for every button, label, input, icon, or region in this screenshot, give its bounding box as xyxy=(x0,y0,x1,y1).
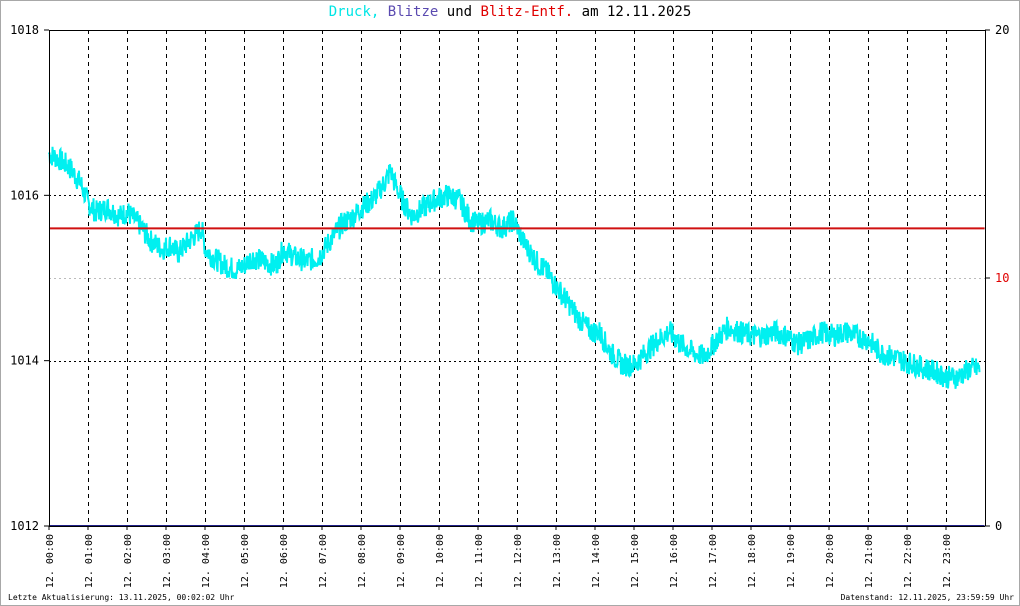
x-tick-label: 12. 19:00 xyxy=(786,534,797,588)
title-und: und xyxy=(446,4,473,20)
x-tick-label: 12. 18:00 xyxy=(747,534,758,588)
right-tick-label: 0 xyxy=(995,519,1002,533)
x-tick-label: 12. 13:00 xyxy=(552,534,563,588)
x-tick-label: 12. 08:00 xyxy=(357,534,368,588)
tick-labels: 1012 1014 1016 1018 0 10 20 12. 00:00 12. 01:00 1… xyxy=(10,23,1009,588)
right-tick-label: 20 xyxy=(995,23,1009,37)
axes xyxy=(44,29,990,530)
x-tick-label: 12. 00:00 xyxy=(45,534,56,588)
series-druck-line xyxy=(48,146,981,389)
grid-lines xyxy=(49,30,985,526)
left-tick-label: 1016 xyxy=(10,188,39,202)
last-update-footer: Letzte Aktualisierung: 13.11.2025, 00:02… xyxy=(8,593,235,602)
title-blitze: Blitze xyxy=(387,4,439,20)
x-tick-label: 12. 04:00 xyxy=(201,534,212,588)
title-blitz-entf: Blitz-Entf. xyxy=(480,4,574,20)
x-tick-label: 12. 01:00 xyxy=(84,534,95,588)
title-druck: Druck, xyxy=(328,4,380,20)
x-tick-label: 12. 23:00 xyxy=(942,534,953,588)
x-tick-label: 12. 10:00 xyxy=(435,534,446,588)
chart-title: Druck, Blitze und Blitz-Entf. am 12.11.2… xyxy=(0,4,1020,20)
x-tick-label: 12. 05:00 xyxy=(240,534,251,588)
x-tick-label: 12. 07:00 xyxy=(318,534,329,588)
x-tick-label: 12. 21:00 xyxy=(864,534,875,588)
x-tick-label: 12. 06:00 xyxy=(279,534,290,588)
x-tick-label: 12. 09:00 xyxy=(396,534,407,588)
left-tick-label: 1018 xyxy=(10,23,39,37)
x-tick-label: 12. 15:00 xyxy=(630,534,641,588)
data-status-footer: Datenstand: 12.11.2025, 23:59:59 Uhr xyxy=(840,593,1014,602)
x-tick-label: 12. 12:00 xyxy=(513,534,524,588)
x-tick-label: 12. 22:00 xyxy=(903,534,914,588)
x-tick-label: 12. 11:00 xyxy=(474,534,485,588)
x-tick-label: 12. 17:00 xyxy=(708,534,719,588)
left-tick-label: 1014 xyxy=(10,354,39,368)
x-tick-label: 12. 03:00 xyxy=(162,534,173,588)
x-tick-label: 12. 16:00 xyxy=(669,534,680,588)
x-tick-label: 12. 20:00 xyxy=(825,534,836,588)
title-date: am 12.11.2025 xyxy=(581,4,692,20)
right-tick-label: 10 xyxy=(995,271,1009,285)
series-layer xyxy=(48,146,985,527)
left-tick-label: 1012 xyxy=(10,519,39,533)
x-tick-label: 12. 14:00 xyxy=(591,534,602,588)
x-tick-label: 12. 02:00 xyxy=(123,534,134,588)
